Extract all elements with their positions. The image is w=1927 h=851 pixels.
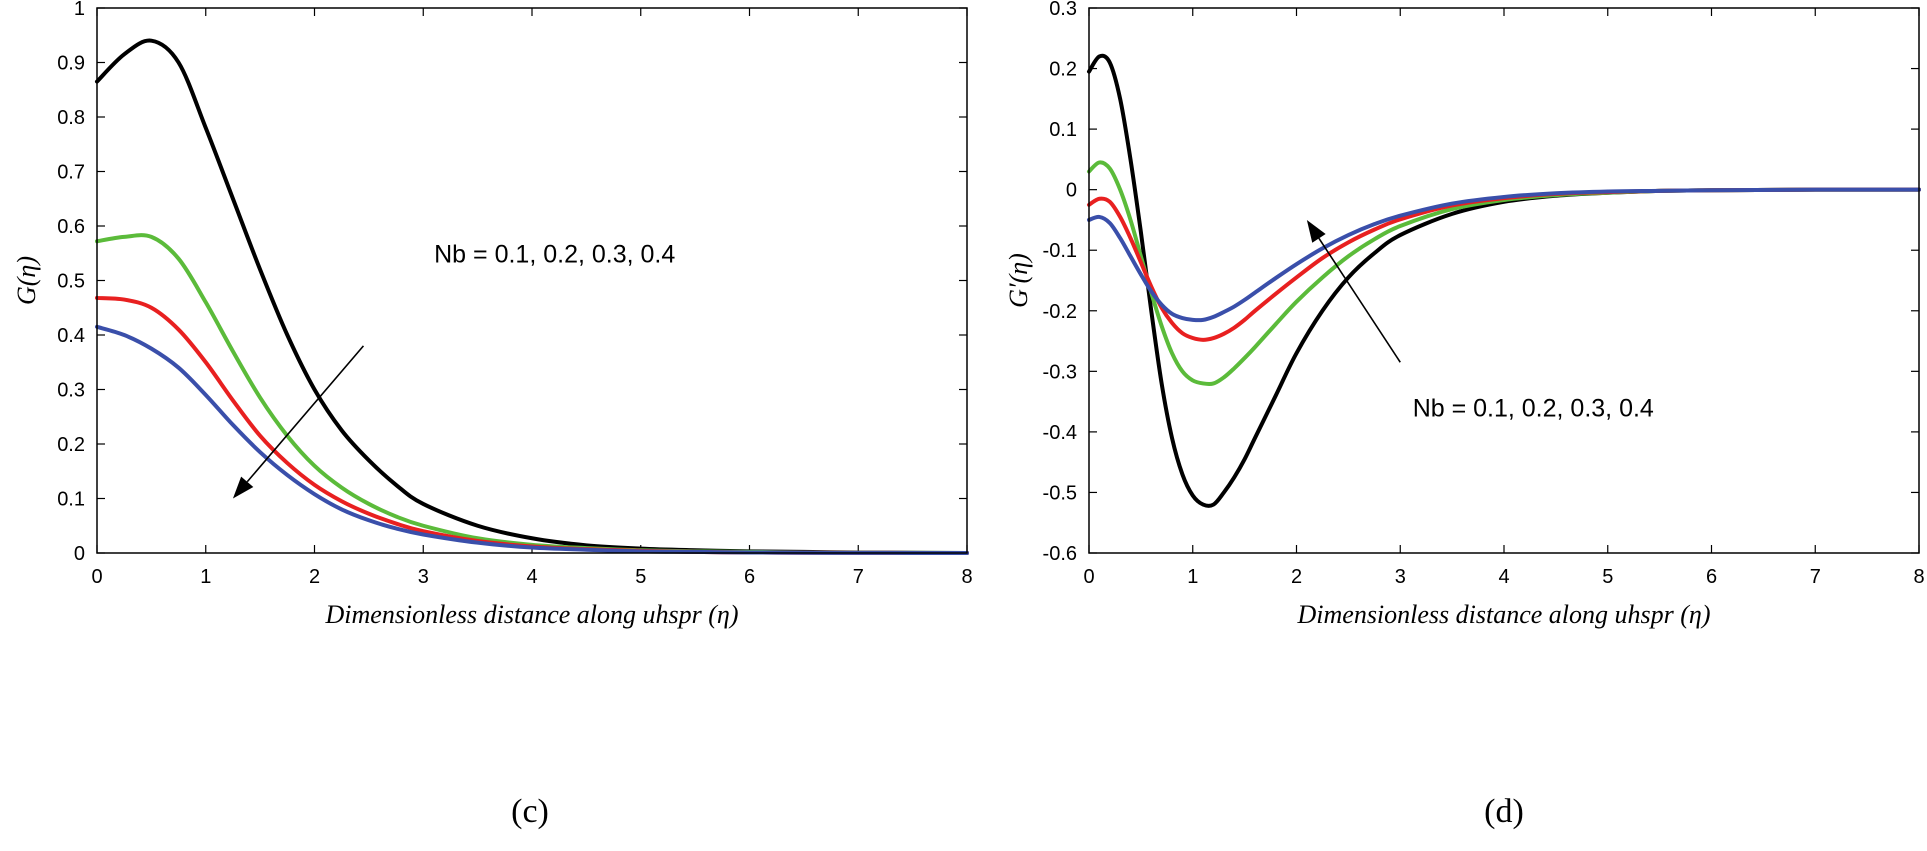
panel-d-ytick-label: 0.3	[1049, 0, 1077, 20]
panel-c-ytick-labels: 0 0.1 0.2 0.3 0.4 0.5 0.6 0.7 0.8 0.9 1	[57, 0, 85, 565]
panel-d-ytick-label: 0	[1066, 180, 1077, 202]
panel-c-series	[95, 38, 969, 555]
panel-c-ytick-label: 0.8	[57, 107, 85, 129]
panel-d-caption: (d)	[1484, 793, 1524, 830]
panel-c-xtick-label: 3	[418, 566, 429, 588]
panel-d-annotation-arrowhead	[1306, 219, 1326, 243]
panel-c-ytick-label: 0.1	[57, 489, 85, 511]
panel-d-x-axis-label: Dimensionless distance along uhspr (η)	[1297, 600, 1711, 629]
panel-c-ytick-label: 1	[74, 0, 85, 20]
panel-d-y-axis-label: G′(η)	[1004, 253, 1033, 308]
panel-c-ytick-label: 0.9	[57, 53, 85, 75]
panel-d-ytick-label: -0.1	[1043, 240, 1077, 262]
panel-c-annotation-arrow	[246, 345, 365, 483]
panel-c-annotation-text: Nb = 0.1, 0.2, 0.3, 0.4	[434, 240, 675, 268]
panel-c-caption: (c)	[511, 793, 549, 830]
panel-c-plot-frame	[96, 7, 968, 554]
panel-d-ytick-label: -0.2	[1043, 301, 1077, 323]
panel-d-xtick-label: 7	[1810, 566, 1821, 588]
panel-c-x-axis-label: Dimensionless distance along uhspr (η)	[325, 600, 739, 629]
panel-d-ytick-labels: -0.6 -0.5 -0.4 -0.3 -0.2 -0.1 0 0.1 0.2 0.3	[1043, 0, 1077, 565]
panel-c-ytick-label: 0.2	[57, 434, 85, 456]
panel-d-ytick-label: -0.6	[1043, 543, 1077, 565]
panel-d-annotation-arrow	[1318, 237, 1401, 363]
panel-d-xtick-label: 2	[1291, 566, 1302, 588]
panel-c-xtick-labels: 0 1 2 3 4 5 6 7 8	[91, 566, 972, 588]
panel-c-xtick-label: 4	[526, 566, 537, 588]
panel-d-xtick-label: 4	[1498, 566, 1509, 588]
panel-c-ytick-label: 0	[74, 543, 85, 565]
panel-d-series	[1087, 53, 1921, 508]
panel-c-xtick-label: 1	[200, 566, 211, 588]
panel-d-xtick-label: 8	[1913, 566, 1924, 588]
panel-d-xtick-labels: 0 1 2 3 4 5 6 7 8	[1083, 566, 1924, 588]
panel-d-ytick-label: -0.3	[1043, 361, 1077, 383]
panel-d-xtick-label: 3	[1395, 566, 1406, 588]
panel-d-series-line-nb-4	[1087, 187, 1921, 323]
panel-d-plot-frame	[1088, 7, 1920, 554]
chart-panel-d: -0.6 -0.5 -0.4 -0.3 -0.2 -0.1 0 0.1 0.2 0.3 0 1 2 3 4…	[1004, 0, 1925, 830]
panel-c-annotation-arrowhead	[232, 476, 254, 499]
panel-d-ytick-label: 0.2	[1049, 59, 1077, 81]
panel-d-xtick-label: 0	[1083, 566, 1094, 588]
panel-c-ytick-label: 0.3	[57, 380, 85, 402]
panel-c-xtick-label: 2	[309, 566, 320, 588]
panel-d-ytick-label: -0.4	[1043, 422, 1077, 444]
panel-c-ytick-label: 0.7	[57, 162, 85, 184]
panel-c-xtick-label: 7	[853, 566, 864, 588]
panel-c-ytick-label: 0.6	[57, 216, 85, 238]
panel-c-y-axis-label: G(η)	[12, 256, 41, 305]
panel-c-xtick-label: 5	[635, 566, 646, 588]
panel-d-xtick-label: 5	[1602, 566, 1613, 588]
panel-d-xtick-label: 1	[1187, 566, 1198, 588]
panel-d-ytick-label: -0.5	[1043, 482, 1077, 504]
panel-d-ytick-label: 0.1	[1049, 119, 1077, 141]
panel-c-xtick-label: 8	[961, 566, 972, 588]
panel-c-xtick-label: 6	[744, 566, 755, 588]
panel-c-xtick-label: 0	[91, 566, 102, 588]
panel-c-ytick-label: 0.4	[57, 325, 85, 347]
panel-d-xtick-label: 6	[1706, 566, 1717, 588]
panel-c-ytick-label: 0.5	[57, 271, 85, 293]
panel-d-annotation-text: Nb = 0.1, 0.2, 0.3, 0.4	[1413, 395, 1654, 423]
